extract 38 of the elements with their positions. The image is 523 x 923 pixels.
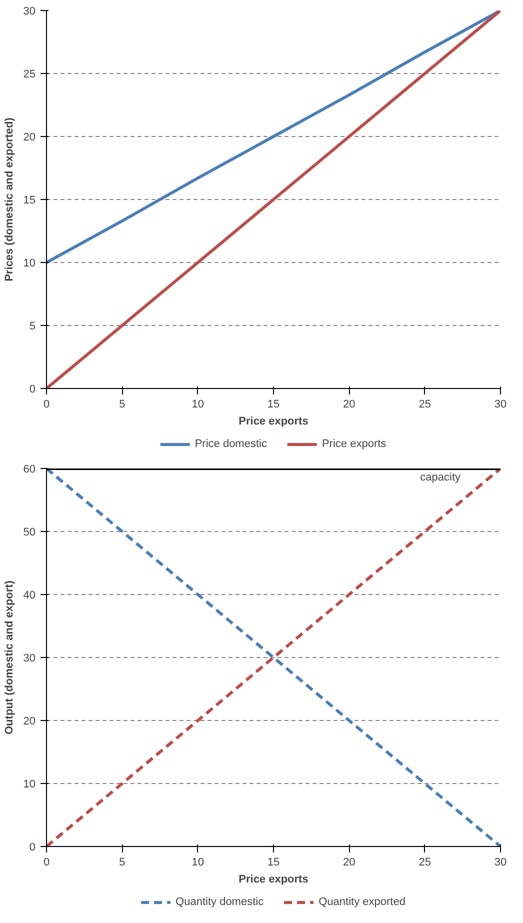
x-tick-label: 5 (119, 398, 126, 410)
x-tick-label: 0 (43, 398, 50, 410)
legend-label: Price domestic (194, 438, 267, 450)
y-tick-label: 10 (23, 258, 36, 270)
y-tick-label: 30 (23, 652, 36, 664)
y-tick-label: 40 (23, 590, 36, 602)
y-tick-label: 25 (23, 68, 36, 80)
x-tick-label: 0 (43, 856, 50, 868)
x-tick-label: 30 (494, 856, 507, 868)
x-tick-label: 25 (418, 856, 431, 868)
y-tick-label: 0 (29, 384, 36, 396)
x-tick-label: 30 (494, 398, 507, 410)
x-tick-label: 20 (343, 856, 356, 868)
legend-label: Quantity exported (318, 896, 406, 908)
legend-label: Price exports (322, 438, 386, 450)
y-axis-title: Prices (domestic and exported) (3, 117, 16, 282)
line-series (46, 10, 500, 264)
x-tick-label: 10 (192, 856, 204, 868)
y-tick-label: 50 (23, 526, 36, 538)
y-tick-label: 20 (23, 716, 36, 728)
x-tick-label: 5 (119, 856, 126, 868)
ref-line-label: capacity (420, 472, 461, 484)
x-tick-label: 10 (192, 398, 204, 410)
y-tick-label: 5 (29, 320, 36, 332)
x-tick-label: 15 (267, 398, 280, 410)
x-tick-label: 15 (267, 856, 280, 868)
y-tick-label: 0 (29, 842, 36, 854)
x-axis-title: Price exports (238, 416, 308, 428)
y-tick-label: 20 (23, 132, 36, 144)
x-tick-label: 20 (343, 398, 356, 410)
y-axis-title: Output (domestic and export) (3, 580, 16, 734)
y-tick-label: 60 (23, 464, 36, 476)
y-tick-label: 10 (23, 778, 36, 790)
y-tick-label: 15 (23, 194, 36, 206)
x-axis-title: Price exports (238, 874, 308, 886)
y-tick-label: 30 (23, 6, 36, 18)
x-tick-label: 25 (418, 398, 431, 410)
legend-label: Quantity domestic (176, 896, 264, 908)
